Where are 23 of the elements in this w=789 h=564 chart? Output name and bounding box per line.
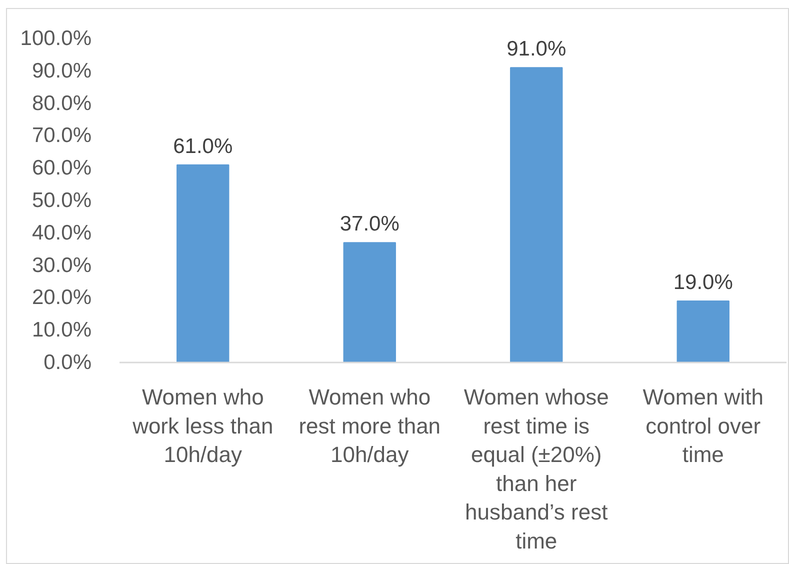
bar: [343, 242, 396, 362]
data-label: 19.0%: [673, 270, 733, 294]
y-tick-label: 80.0%: [32, 92, 92, 115]
y-tick-label: 0.0%: [44, 351, 92, 374]
y-tick-label: 40.0%: [32, 221, 92, 244]
x-tick-label: Women whose rest time is equal (±20%) than her husband’s rest time: [464, 384, 609, 554]
y-tick-label: 60.0%: [32, 156, 92, 180]
data-label: 61.0%: [173, 134, 233, 158]
x-tick-label: Women who rest more than 10h/day: [298, 384, 441, 467]
bar: [510, 67, 563, 362]
bar: [176, 164, 230, 362]
x-tick-label: Women who work less than 10h/day: [132, 384, 274, 467]
y-tick-label: 20.0%: [32, 286, 92, 310]
y-tick-label: 10.0%: [32, 318, 92, 342]
data-label: 91.0%: [506, 38, 566, 61]
data-label: 37.0%: [340, 212, 400, 236]
y-tick-label: 70.0%: [32, 124, 92, 148]
y-tick-label: 30.0%: [32, 254, 92, 277]
bar: [676, 300, 730, 362]
y-tick-label: 100.0%: [20, 27, 92, 50]
y-tick-label: 50.0%: [32, 189, 92, 212]
y-tick-label: 90.0%: [32, 59, 92, 82]
x-tick-label: Women with control over time: [642, 384, 764, 467]
